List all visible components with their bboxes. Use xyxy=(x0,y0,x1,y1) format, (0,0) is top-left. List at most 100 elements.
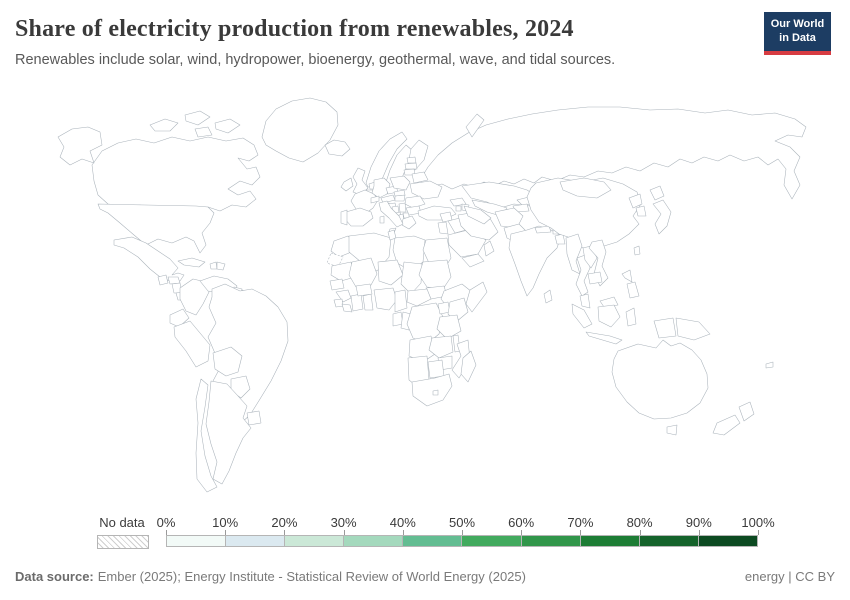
country-cameroon[interactable] xyxy=(394,289,408,313)
country-armenia[interactable] xyxy=(455,205,462,212)
country-portugal[interactable] xyxy=(340,209,348,226)
country-zambia[interactable] xyxy=(428,335,454,359)
country-mauritania[interactable] xyxy=(330,261,356,282)
country-madagascar[interactable] xyxy=(460,350,477,383)
country-usa[interactable] xyxy=(97,203,215,254)
country-greenland[interactable] xyxy=(261,97,339,163)
country-australia[interactable] xyxy=(611,339,709,420)
country-central-african-republic[interactable] xyxy=(406,288,432,307)
country-new-zealand-north[interactable] xyxy=(738,401,755,422)
country-philippines-luzon[interactable] xyxy=(621,269,633,283)
legend-bin-4[interactable] xyxy=(402,536,462,546)
country-india[interactable] xyxy=(508,225,562,297)
country-south-korea[interactable] xyxy=(635,205,647,217)
legend-bin-6[interactable] xyxy=(520,536,580,546)
country-cambodia[interactable] xyxy=(587,271,603,285)
legend-bin-7[interactable] xyxy=(579,536,639,546)
country-russia-novaya-zemlya[interactable] xyxy=(465,113,485,138)
country-canada-island-1[interactable] xyxy=(149,118,179,132)
country-ecuador[interactable] xyxy=(169,308,190,328)
country-peru[interactable] xyxy=(173,320,211,368)
country-mali[interactable] xyxy=(348,257,378,288)
country-switzerland[interactable] xyxy=(370,195,380,204)
country-chad[interactable] xyxy=(400,261,423,295)
country-senegal[interactable] xyxy=(329,278,345,291)
country-italy-sardinia[interactable] xyxy=(379,215,385,224)
country-malaysia[interactable] xyxy=(579,293,591,309)
country-china[interactable] xyxy=(526,177,642,252)
country-mozambique[interactable] xyxy=(451,339,471,379)
country-liberia[interactable] xyxy=(341,303,353,313)
country-usa-alaska[interactable] xyxy=(57,126,103,166)
country-serbia[interactable] xyxy=(398,202,407,213)
country-new-zealand-south[interactable] xyxy=(712,414,741,436)
country-sierra-leone[interactable] xyxy=(333,298,344,308)
country-papua-new-guinea[interactable] xyxy=(675,317,711,341)
country-japan-honshu[interactable] xyxy=(652,199,672,235)
country-indonesia-papua[interactable] xyxy=(653,317,677,339)
legend-bin-3[interactable] xyxy=(343,536,403,546)
country-colombia[interactable] xyxy=(179,278,210,316)
country-guatemala[interactable] xyxy=(157,274,169,286)
country-indonesia-sumatra[interactable] xyxy=(571,303,593,329)
country-angola[interactable] xyxy=(408,335,436,363)
country-oman[interactable] xyxy=(483,240,495,257)
legend-bin-1[interactable] xyxy=(225,536,285,546)
country-ireland[interactable] xyxy=(340,177,354,192)
legend-bin-5[interactable] xyxy=(461,536,521,546)
country-iceland[interactable] xyxy=(324,139,351,157)
country-canada-island-3[interactable] xyxy=(214,118,241,134)
country-cuba[interactable] xyxy=(177,257,206,268)
legend-bin-9[interactable] xyxy=(697,536,757,546)
country-argentina[interactable] xyxy=(205,380,252,485)
legend-bin-0[interactable] xyxy=(167,536,226,546)
country-france[interactable] xyxy=(350,189,379,215)
country-uruguay[interactable] xyxy=(246,410,262,426)
country-dominican-republic[interactable] xyxy=(216,261,226,271)
country-sudan[interactable] xyxy=(418,259,452,290)
country-somalia[interactable] xyxy=(465,281,488,313)
country-russia[interactable] xyxy=(419,106,807,200)
country-vietnam[interactable] xyxy=(588,239,609,287)
country-haiti[interactable] xyxy=(209,261,218,270)
country-sri-lanka[interactable] xyxy=(543,289,553,304)
country-poland[interactable] xyxy=(389,175,411,191)
country-south-africa[interactable] xyxy=(411,373,453,407)
country-turkmenistan[interactable] xyxy=(463,205,492,225)
country-mexico[interactable] xyxy=(113,236,185,282)
country-lesotho[interactable] xyxy=(432,389,439,396)
country-indonesia-sulawesi[interactable] xyxy=(625,307,637,327)
country-chile[interactable] xyxy=(195,378,218,493)
legend-bin-2[interactable] xyxy=(284,536,344,546)
country-nigeria[interactable] xyxy=(373,287,398,311)
country-philippines-mindanao[interactable] xyxy=(626,281,640,299)
country-slovakia[interactable] xyxy=(393,189,406,197)
country-belarus[interactable] xyxy=(411,171,429,184)
country-ghana[interactable] xyxy=(362,293,374,311)
country-yemen[interactable] xyxy=(461,253,485,268)
legend-no-data-swatch[interactable] xyxy=(97,535,149,549)
legend-bin-8[interactable] xyxy=(638,536,698,546)
country-botswana[interactable] xyxy=(427,359,445,379)
country-indonesia-java[interactable] xyxy=(585,331,623,345)
country-canada[interactable] xyxy=(91,136,261,214)
country-cote-divoire[interactable] xyxy=(350,293,364,312)
country-japan-hokkaido[interactable] xyxy=(649,185,665,201)
country-australia-tasmania[interactable] xyxy=(666,424,678,436)
country-taiwan[interactable] xyxy=(633,245,641,256)
country-mongolia[interactable] xyxy=(559,177,612,199)
country-malaysia-borneo[interactable] xyxy=(599,296,619,308)
country-fiji[interactable] xyxy=(765,361,774,369)
country-tanzania[interactable] xyxy=(436,314,462,340)
country-united-kingdom[interactable] xyxy=(352,167,369,196)
country-indonesia-kalimantan[interactable] xyxy=(597,304,621,328)
country-canada-island-2[interactable] xyxy=(184,110,211,126)
country-bolivia[interactable] xyxy=(212,346,243,377)
country-jordan[interactable] xyxy=(437,221,449,235)
country-burkina-faso[interactable] xyxy=(355,283,373,297)
country-estonia[interactable] xyxy=(406,156,417,164)
country-ukraine[interactable] xyxy=(409,180,443,200)
country-canada-island-4[interactable] xyxy=(194,126,213,138)
country-myanmar[interactable] xyxy=(565,233,583,275)
country-afghanistan[interactable] xyxy=(494,207,524,229)
